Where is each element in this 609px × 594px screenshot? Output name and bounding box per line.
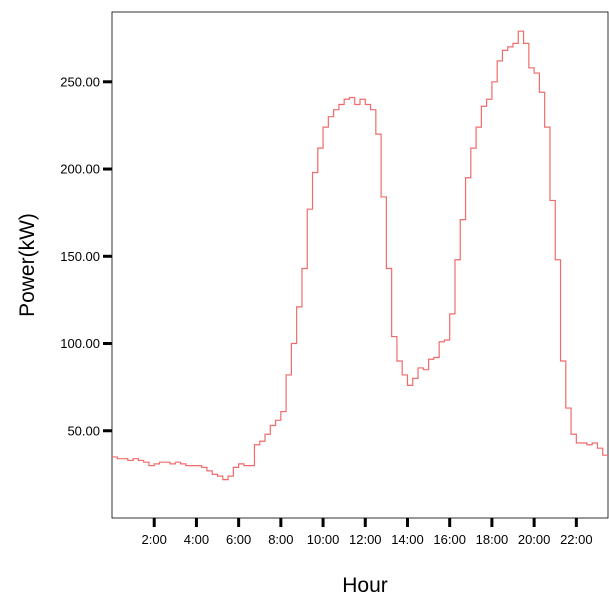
plot-area [111, 11, 609, 519]
x-axis: 2:00 4:00 6:00 8:00 10:00 12:00 14:00 16:00 18:0… [142, 518, 593, 547]
x-tick-label: 18:00 [476, 532, 509, 547]
x-tick-label: 6:00 [226, 532, 251, 547]
x-tick-label: 22:00 [560, 532, 593, 547]
x-tick-label: 8:00 [268, 532, 293, 547]
x-tick-label: 10:00 [307, 532, 340, 547]
x-tick-label: 2:00 [142, 532, 167, 547]
y-tick-label: 250.00 [60, 74, 100, 89]
series-line-power [112, 30, 608, 481]
y-axis-title: Power(kW) [16, 213, 39, 317]
y-axis: 50.00 100.00 150.00 200.00 250.00 [60, 74, 112, 438]
x-tick-label: 20:00 [518, 532, 551, 547]
y-tick-label: 100.00 [60, 336, 100, 351]
x-tick-label: 4:00 [184, 532, 209, 547]
y-tick-label: 150.00 [60, 249, 100, 264]
x-axis-title: Hour [342, 574, 388, 594]
y-tick-label: 50.00 [67, 423, 100, 438]
x-tick-label: 14:00 [391, 532, 424, 547]
y-tick-label: 200.00 [60, 162, 100, 177]
x-tick-label: 16:00 [433, 532, 466, 547]
x-tick-label: 12:00 [349, 532, 382, 547]
